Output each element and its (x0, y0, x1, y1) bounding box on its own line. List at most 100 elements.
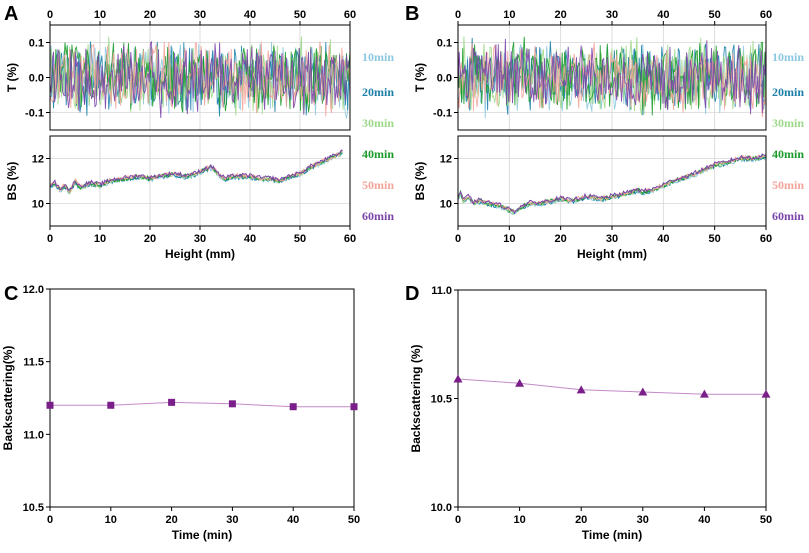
x-tick-label-top: 60 (344, 9, 356, 21)
series-line (50, 401, 354, 408)
data-point (107, 401, 115, 409)
data-point (453, 374, 463, 383)
x-tick-label-top: 30 (194, 9, 206, 21)
y-axis-label: Backscattering (%) (409, 344, 423, 452)
data-point (46, 401, 54, 409)
x-tick-label: 40 (244, 233, 256, 245)
data-point (761, 389, 771, 398)
plot-frame (49, 288, 355, 508)
bs-series-60min (49, 149, 343, 192)
x-axis-label: Time (min) (172, 528, 232, 542)
x-tick-label-top: 0 (455, 9, 461, 21)
data-point (350, 403, 358, 411)
x-tick-label: 50 (294, 233, 306, 245)
legend-a: 10min 20min 30min 40min 50min 60min (362, 50, 394, 223)
x-tick-label: 20 (575, 514, 587, 526)
data-point (699, 389, 709, 398)
y-tick-label: 10.5 (23, 502, 44, 514)
panel-d: 0 10 20 30 40 50 10.0 10.5 11.0 Time (min) Backsca… (409, 285, 772, 542)
x-tick-label-top: 40 (657, 9, 669, 21)
x-tick-label-top: 10 (94, 9, 106, 21)
x-tick-label-top: 30 (606, 9, 618, 21)
x-tick-label: 30 (606, 233, 618, 245)
y-tick-label: 11.5 (23, 357, 44, 369)
data-point (638, 387, 648, 396)
x-tick-label: 40 (698, 514, 710, 526)
x-tick-label: 50 (348, 514, 360, 526)
x-tick-label: 0 (47, 514, 53, 526)
data-point (576, 385, 586, 394)
y-tick-label: 0.0 (29, 73, 44, 85)
legend-item-50min: 50min (362, 178, 394, 192)
x-tick-label-top: 50 (294, 9, 306, 21)
legend-item-30min: 30min (362, 116, 394, 130)
x-tick-label-top: 20 (144, 9, 156, 21)
y-tick-label: -0.1 (433, 108, 452, 120)
x-tick-label: 30 (194, 233, 206, 245)
data-point (228, 400, 236, 408)
y-axis-label-t: T (%) (5, 63, 19, 92)
x-tick-label: 50 (760, 514, 772, 526)
legend-item-60min: 60min (362, 209, 394, 223)
panel-label-c: C (4, 283, 18, 305)
x-axis-label: Height (mm) (165, 247, 235, 261)
x-tick-label: 10 (94, 233, 106, 245)
x-tick-label: 10 (513, 514, 525, 526)
x-tick-label: 0 (47, 233, 53, 245)
y-tick-label: 10.5 (431, 394, 452, 406)
data-point (515, 378, 525, 387)
legend-item-10min: 10min (362, 50, 394, 64)
x-tick-label: 60 (344, 233, 356, 245)
x-tick-label-top: 0 (47, 9, 53, 21)
y-axis-label-bs: BS (%) (5, 162, 19, 201)
plot-frame (457, 289, 767, 508)
x-tick-label: 20 (144, 233, 156, 245)
data-point (168, 398, 176, 406)
legend-item-60min: 60min (772, 209, 804, 223)
legend-item-20min: 20min (772, 85, 804, 99)
series-line (457, 378, 766, 395)
y-tick-label: 11.0 (23, 429, 44, 441)
x-tick-label: 20 (165, 514, 177, 526)
t-series-60min (457, 38, 767, 115)
legend-item-40min: 40min (772, 147, 804, 161)
panel-label-a: A (4, 3, 18, 25)
x-tick-label: 20 (555, 233, 567, 245)
panel-label-b: B (405, 3, 419, 25)
y-axis-label-t: T (%) (413, 63, 427, 92)
y-tick-label: 12.0 (23, 284, 44, 296)
y-tick-label: 10 (440, 199, 452, 211)
x-tick-label-top: 20 (555, 9, 567, 21)
x-tick-label: 40 (287, 514, 299, 526)
x-tick-label: 60 (760, 233, 772, 245)
legend-item-20min: 20min (362, 85, 394, 99)
x-tick-label: 0 (455, 514, 461, 526)
y-axis-label: Backscattering(%) (1, 346, 15, 451)
legend-item-50min: 50min (772, 178, 804, 192)
panel-c: 0 10 20 30 40 50 10.5 11.0 11.5 12.0 Time (min) Bac… (1, 284, 360, 542)
x-tick-label: 30 (226, 514, 238, 526)
y-tick-label: 0.0 (437, 73, 452, 85)
y-tick-label: -0.1 (25, 108, 44, 120)
y-tick-label: 10.0 (431, 502, 452, 514)
x-tick-label-top: 10 (503, 9, 515, 21)
t-series-40min (49, 42, 351, 113)
x-axis-label: Height (mm) (577, 247, 647, 261)
y-tick-label: 12 (440, 154, 452, 166)
x-tick-label: 30 (637, 514, 649, 526)
bs-series-60min (457, 153, 767, 215)
y-tick-label: 11.0 (431, 285, 452, 297)
x-tick-label: 40 (657, 233, 669, 245)
x-tick-label-top: 60 (760, 9, 772, 21)
y-axis-label-bs: BS (%) (413, 162, 427, 201)
x-tick-label-top: 40 (244, 9, 256, 21)
x-axis-label: Time (min) (582, 528, 642, 542)
data-point (289, 403, 297, 411)
y-tick-label: 12 (32, 154, 44, 166)
panel-b: 0 0 10 10 20 20 30 30 40 40 50 50 60 60 0.1 0.0 -0.1 12 10… (413, 9, 772, 261)
y-tick-label: 10 (32, 199, 44, 211)
x-tick-label-top: 50 (709, 9, 721, 21)
legend-item-30min: 30min (772, 116, 804, 130)
x-tick-label: 10 (503, 233, 515, 245)
